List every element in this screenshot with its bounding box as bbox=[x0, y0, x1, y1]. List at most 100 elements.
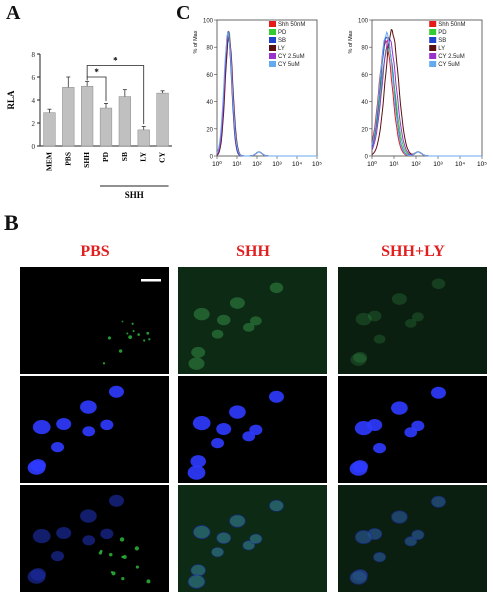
green-puncta bbox=[131, 322, 134, 325]
nucleus bbox=[354, 420, 373, 436]
green-signal bbox=[193, 525, 210, 539]
green-puncta bbox=[134, 546, 140, 551]
nucleus bbox=[187, 465, 206, 480]
legend-swatch bbox=[269, 21, 276, 27]
legend-swatch bbox=[429, 45, 437, 51]
category-label: LY bbox=[139, 151, 148, 161]
nucleus bbox=[32, 528, 51, 544]
green-signal bbox=[373, 334, 386, 344]
nucleus bbox=[216, 531, 232, 545]
green-puncta bbox=[122, 554, 127, 559]
nucleus bbox=[192, 415, 211, 431]
green-signal bbox=[355, 312, 372, 326]
category-label: PD bbox=[101, 151, 110, 162]
micrograph-shh-ly-merge bbox=[338, 485, 487, 592]
legend-label: PD bbox=[278, 30, 287, 36]
y-tick-label: 0 bbox=[365, 155, 369, 161]
legend-label: PD bbox=[438, 30, 447, 36]
legend-swatch bbox=[429, 37, 437, 43]
green-puncta bbox=[107, 336, 112, 340]
bar-chart-rla: 0 2 4 6 8 RLA MEM PBS SHH PD SB LY CY * * SHH bbox=[6, 51, 172, 200]
green-signal bbox=[229, 297, 245, 309]
nucleus bbox=[349, 570, 368, 585]
nucleus bbox=[100, 528, 114, 540]
green-puncta bbox=[128, 335, 133, 339]
x-tick-label: 10³ bbox=[272, 161, 282, 168]
nucleus bbox=[249, 424, 263, 436]
green-signal bbox=[405, 318, 417, 328]
x-axis-label: 7-AAD bbox=[257, 170, 278, 171]
nucleus bbox=[211, 546, 225, 558]
green-signal bbox=[243, 322, 255, 332]
green-signal bbox=[353, 351, 368, 363]
background-haze bbox=[178, 267, 327, 374]
nucleus bbox=[51, 441, 65, 453]
column-label-pbs: PBS bbox=[80, 243, 110, 260]
significance-bracket bbox=[86, 65, 145, 125]
legend-swatch bbox=[429, 21, 437, 27]
nucleus bbox=[411, 420, 425, 432]
histogram-annexin-v: 0 20 40 60 80 100 % of Max 10⁰ 10¹ 10² 10³ 10⁴ 10⁵ An… bbox=[348, 19, 487, 172]
y-tick-label: 100 bbox=[203, 19, 214, 25]
y-tick-label: 60 bbox=[206, 73, 213, 79]
category-label: PBS bbox=[63, 152, 72, 166]
y-tick-label: 20 bbox=[361, 127, 368, 133]
category-label: CY bbox=[158, 151, 167, 162]
y-tick-label: 100 bbox=[358, 19, 369, 25]
green-signal bbox=[431, 496, 446, 507]
green-puncta bbox=[121, 320, 124, 323]
legend-label: CY 5uM bbox=[438, 62, 460, 68]
nucleus bbox=[391, 401, 408, 415]
green-puncta bbox=[146, 331, 150, 335]
green-puncta bbox=[98, 551, 102, 555]
y-tick-label: 4 bbox=[32, 97, 36, 105]
y-axis-label: % of Max bbox=[348, 30, 354, 53]
green-signal bbox=[249, 316, 262, 326]
legend-label: CY 2.5uM bbox=[438, 54, 465, 60]
x-tick-label: 10⁴ bbox=[455, 161, 465, 168]
y-tick-label: 0 bbox=[210, 155, 214, 161]
series-line-pd bbox=[371, 46, 482, 157]
green-puncta bbox=[119, 537, 125, 542]
green-signal bbox=[216, 314, 231, 326]
green-signal bbox=[191, 564, 206, 576]
category-label: SHH bbox=[82, 152, 91, 168]
bar-cy bbox=[156, 92, 169, 147]
nucleus bbox=[80, 509, 97, 523]
legend-label: Shh 50nM bbox=[278, 22, 305, 28]
y-tick-label: 80 bbox=[206, 46, 213, 52]
nucleus bbox=[27, 460, 46, 475]
nucleus bbox=[82, 426, 96, 437]
micrograph-pbs-blue bbox=[20, 376, 169, 483]
green-signal bbox=[431, 278, 446, 289]
nucleus bbox=[249, 533, 263, 545]
panel-letter-a: A bbox=[6, 2, 21, 24]
y-axis-label: RLA bbox=[6, 90, 16, 110]
green-signal bbox=[191, 346, 206, 358]
y-tick-label: 20 bbox=[206, 127, 213, 133]
green-signal bbox=[188, 357, 205, 370]
green-signal bbox=[211, 329, 224, 339]
nucleus bbox=[216, 422, 232, 436]
legend-swatch bbox=[269, 37, 276, 43]
nucleus bbox=[100, 419, 114, 431]
nucleus bbox=[190, 564, 206, 577]
green-signal bbox=[355, 530, 372, 544]
legend-swatch bbox=[429, 53, 437, 59]
nucleus bbox=[211, 437, 225, 449]
x-tick-label: 10² bbox=[411, 161, 421, 168]
nucleus bbox=[373, 442, 387, 454]
nucleus bbox=[411, 529, 425, 541]
nucleus bbox=[108, 385, 124, 398]
x-tick-label: 10³ bbox=[433, 161, 443, 168]
nucleus bbox=[430, 495, 446, 508]
nucleus bbox=[27, 569, 46, 584]
category-label: MEM bbox=[44, 152, 53, 171]
x-tick-label: 10¹ bbox=[232, 161, 242, 168]
y-tick-label: 2 bbox=[32, 120, 36, 128]
x-tick-label: 10² bbox=[252, 161, 262, 168]
micrograph-pbs-merge bbox=[20, 485, 169, 592]
legend-swatch bbox=[269, 29, 276, 35]
green-puncta bbox=[108, 552, 113, 557]
nucleus bbox=[229, 405, 246, 419]
